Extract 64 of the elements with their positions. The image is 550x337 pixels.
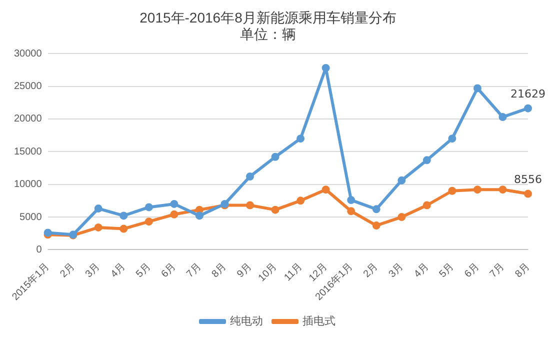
point: [195, 212, 204, 220]
legend-label: 插电式: [302, 314, 336, 328]
point: [246, 172, 254, 180]
point: [322, 186, 330, 194]
x-tick-label: 4月: [412, 261, 431, 280]
point: [144, 203, 153, 212]
point: [498, 186, 507, 194]
x-tick-label: 8月: [513, 261, 532, 280]
point: [524, 104, 532, 112]
point: [195, 206, 204, 214]
data-label: 21629: [510, 88, 546, 101]
point: [422, 156, 431, 164]
point: [372, 222, 380, 230]
point: [473, 84, 482, 92]
x-tick-label: 5月: [134, 261, 153, 280]
x-tick-label: 3月: [386, 261, 406, 280]
point: [120, 224, 128, 233]
y-tick-label: 0: [36, 244, 42, 256]
x-tick-label: 6月: [462, 261, 482, 280]
x-tick-label: 7月: [184, 261, 204, 280]
point: [398, 213, 406, 222]
x-tick-label: 5月: [437, 261, 456, 280]
point: [120, 212, 128, 220]
x-tick-label: 9月: [235, 261, 254, 280]
legend-label: 纯电动: [230, 314, 263, 328]
x-tick-label: 6月: [159, 261, 178, 280]
point: [322, 64, 330, 72]
x-tick-label: 7月: [488, 261, 507, 280]
point: [372, 205, 380, 214]
point: [347, 196, 356, 204]
point: [144, 218, 153, 226]
chart-title: 2015年-2016年8月新能源乘用车销量分布: [140, 9, 396, 26]
x-tick-label: 2月: [58, 261, 78, 280]
point: [94, 204, 102, 213]
x-tick-label: 3月: [84, 261, 102, 280]
point: [296, 134, 305, 143]
y-tick-label: 5000: [20, 212, 42, 223]
point: [473, 186, 482, 194]
point: [422, 201, 431, 210]
point: [448, 186, 456, 195]
point: [94, 223, 102, 232]
x-tick-label: 10月: [256, 261, 280, 284]
point: [448, 134, 456, 143]
point: [524, 190, 532, 198]
point: [271, 152, 280, 161]
chart-subtitle: 单位：辆: [240, 26, 296, 42]
point: [271, 206, 280, 214]
y-tick-label: 15000: [14, 146, 42, 158]
x-tick-label: 8月: [210, 261, 229, 280]
y-tick-label: 25000: [14, 81, 42, 92]
y-tick-label: 30000: [14, 48, 42, 60]
y-tick-label: 20000: [14, 114, 42, 125]
x-tick-label: 4月: [108, 261, 128, 280]
point: [296, 196, 305, 205]
point: [170, 200, 178, 208]
point: [246, 201, 254, 210]
point: [170, 210, 178, 218]
point: [398, 176, 406, 184]
data-label: 8556: [514, 173, 542, 186]
y-tick-label: 10000: [14, 179, 42, 190]
x-tick-label: 11月: [282, 261, 305, 284]
point: [347, 207, 356, 216]
x-tick-label: 2月: [362, 261, 380, 280]
point: [498, 113, 507, 122]
